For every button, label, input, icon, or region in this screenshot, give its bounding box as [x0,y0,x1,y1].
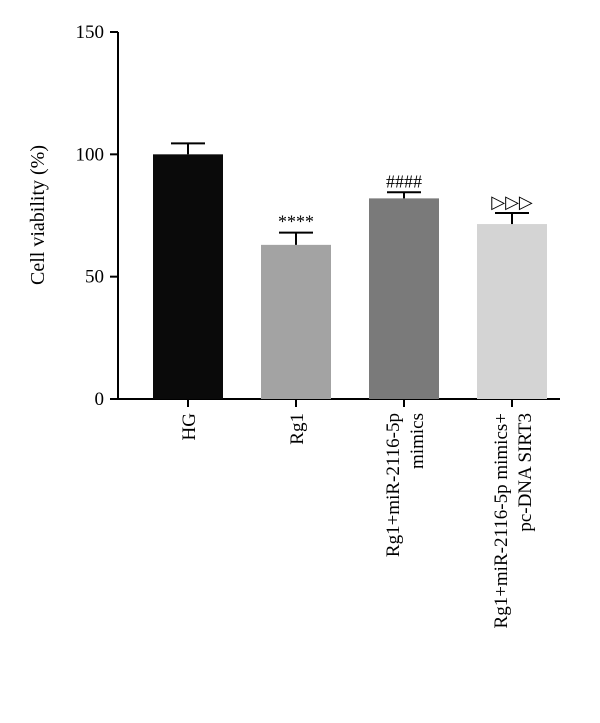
significance-label: **** [278,212,314,232]
significance-label: #### [386,171,422,191]
y-tick-label: 100 [76,144,105,165]
bars: **** #### ▷▷▷ [153,142,547,399]
y-axis-title: Cell viability (%) [27,145,49,285]
category-labels: HG Rg1 Rg1+miR-2116-5p mimics Rg1+miR-2116-5… [179,413,536,629]
category-label: pc-DNA SIRT3 [515,413,536,532]
y-tick-label: 50 [85,267,104,288]
bar [477,224,547,399]
bar [153,154,223,399]
category-label: mimics [407,413,428,469]
y-tick-label: 150 [76,22,105,43]
category-label: HG [179,413,200,441]
category-label: Rg1+miR-2116-5p [383,413,404,557]
y-tick-label: 0 [95,389,105,410]
category-label: Rg1+miR-2116-5p mimics+ [491,413,512,628]
bar [369,198,439,399]
significance-label: ▷▷▷ [491,192,533,212]
category-label: Rg1 [287,413,308,445]
bar [261,244,331,399]
